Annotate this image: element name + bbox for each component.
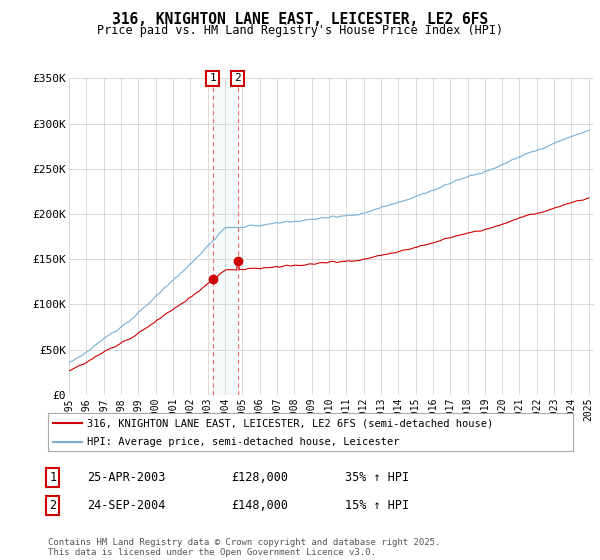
- Text: £128,000: £128,000: [231, 470, 288, 484]
- Text: 1: 1: [209, 73, 216, 83]
- Text: 24-SEP-2004: 24-SEP-2004: [87, 499, 166, 512]
- Text: HPI: Average price, semi-detached house, Leicester: HPI: Average price, semi-detached house,…: [88, 437, 400, 447]
- Bar: [212, 78, 238, 395]
- Text: 15% ↑ HPI: 15% ↑ HPI: [345, 499, 409, 512]
- Text: 316, KNIGHTON LANE EAST, LEICESTER, LE2 6FS (semi-detached house): 316, KNIGHTON LANE EAST, LEICESTER, LE2 …: [88, 418, 494, 428]
- Text: 35% ↑ HPI: 35% ↑ HPI: [345, 470, 409, 484]
- Text: 2: 2: [49, 499, 56, 512]
- Text: 25-APR-2003: 25-APR-2003: [87, 470, 166, 484]
- Text: £148,000: £148,000: [231, 499, 288, 512]
- Text: 316, KNIGHTON LANE EAST, LEICESTER, LE2 6FS: 316, KNIGHTON LANE EAST, LEICESTER, LE2 …: [112, 12, 488, 27]
- Text: Contains HM Land Registry data © Crown copyright and database right 2025.
This d: Contains HM Land Registry data © Crown c…: [48, 538, 440, 557]
- Text: 2: 2: [234, 73, 241, 83]
- Text: Price paid vs. HM Land Registry's House Price Index (HPI): Price paid vs. HM Land Registry's House …: [97, 24, 503, 37]
- Text: 1: 1: [49, 470, 56, 484]
